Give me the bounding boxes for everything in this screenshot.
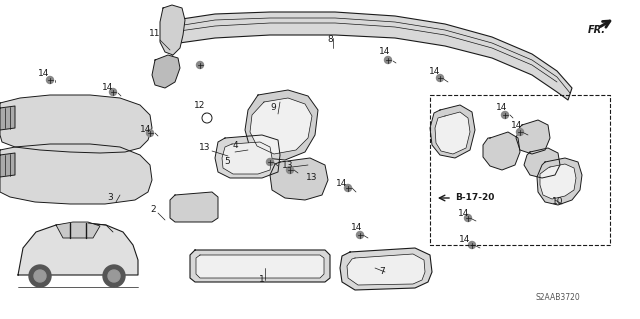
Text: 14: 14 [496, 103, 508, 113]
Polygon shape [18, 223, 138, 275]
Polygon shape [215, 135, 280, 178]
Text: 14: 14 [102, 84, 114, 93]
Circle shape [202, 113, 212, 123]
Polygon shape [162, 12, 572, 100]
Polygon shape [0, 153, 15, 177]
Polygon shape [430, 105, 475, 158]
Text: 14: 14 [458, 209, 470, 218]
Text: 14: 14 [511, 122, 523, 130]
Circle shape [196, 62, 204, 69]
Text: 14: 14 [460, 235, 470, 244]
Polygon shape [516, 120, 550, 154]
Text: 5: 5 [224, 158, 230, 167]
Circle shape [287, 167, 294, 174]
Text: 10: 10 [552, 197, 564, 206]
Text: 4: 4 [232, 140, 238, 150]
Text: 2: 2 [150, 205, 156, 214]
Circle shape [29, 265, 51, 287]
Polygon shape [0, 95, 152, 153]
Polygon shape [245, 90, 318, 160]
Polygon shape [537, 158, 582, 205]
Circle shape [468, 241, 476, 249]
Polygon shape [160, 5, 185, 55]
Text: 12: 12 [195, 100, 205, 109]
Text: 14: 14 [336, 179, 348, 188]
Text: S2AAB3720: S2AAB3720 [536, 293, 580, 302]
Circle shape [465, 214, 472, 221]
Polygon shape [0, 144, 152, 204]
Circle shape [344, 184, 351, 191]
Polygon shape [435, 112, 470, 154]
Polygon shape [347, 254, 425, 285]
Circle shape [108, 270, 120, 282]
Text: 14: 14 [380, 48, 390, 56]
Polygon shape [540, 164, 576, 199]
Circle shape [34, 270, 46, 282]
Polygon shape [340, 248, 432, 290]
Circle shape [516, 129, 524, 136]
Circle shape [385, 56, 392, 63]
Polygon shape [222, 142, 272, 174]
Polygon shape [196, 255, 324, 278]
Polygon shape [190, 250, 330, 282]
Text: 11: 11 [149, 28, 161, 38]
Circle shape [109, 88, 116, 95]
Text: 14: 14 [38, 70, 50, 78]
Polygon shape [170, 192, 218, 222]
Text: 13: 13 [307, 174, 317, 182]
Circle shape [47, 77, 54, 84]
Text: 14: 14 [351, 224, 363, 233]
Text: B-17-20: B-17-20 [455, 194, 494, 203]
Circle shape [266, 159, 273, 166]
Text: 1: 1 [259, 276, 265, 285]
Polygon shape [270, 158, 328, 200]
Polygon shape [524, 148, 560, 178]
Circle shape [356, 232, 364, 239]
Text: FR.: FR. [588, 25, 606, 35]
Polygon shape [152, 55, 180, 88]
Text: 7: 7 [379, 268, 385, 277]
Text: 3: 3 [107, 194, 113, 203]
Text: 13: 13 [199, 144, 211, 152]
Polygon shape [56, 222, 100, 238]
Text: 14: 14 [429, 68, 441, 77]
Circle shape [103, 265, 125, 287]
Circle shape [436, 75, 444, 81]
Text: 8: 8 [327, 35, 333, 44]
Circle shape [502, 112, 509, 118]
Polygon shape [250, 98, 312, 154]
Circle shape [147, 130, 154, 137]
Polygon shape [0, 106, 15, 130]
Text: 14: 14 [140, 125, 152, 135]
Bar [430, 95, 610, 245]
Text: 9: 9 [270, 103, 276, 113]
Polygon shape [483, 132, 520, 170]
Text: 13: 13 [282, 160, 294, 169]
